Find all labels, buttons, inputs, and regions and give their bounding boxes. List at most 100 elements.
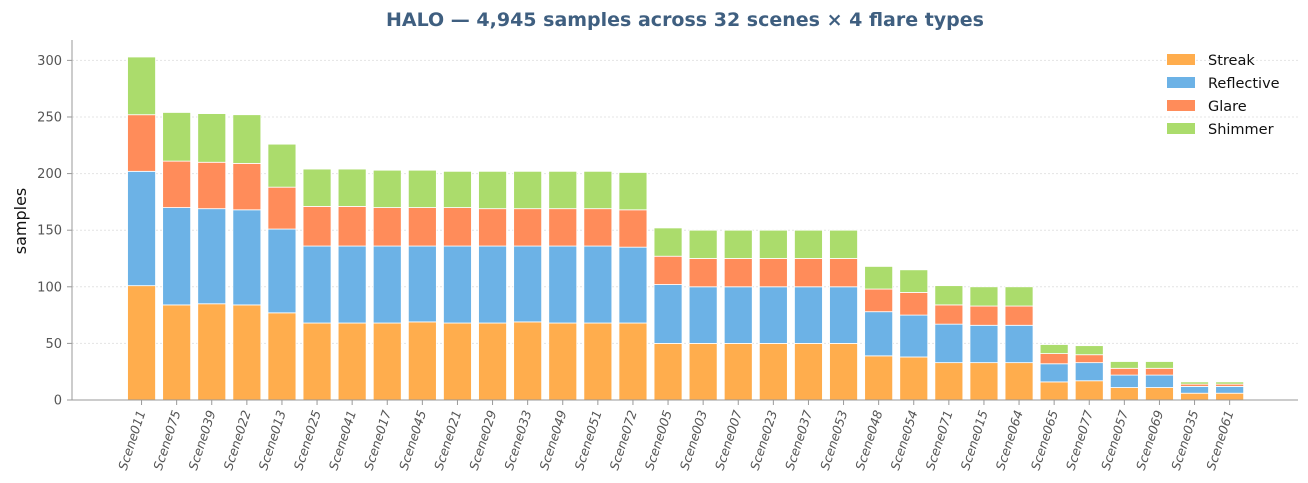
- bar-shimmer-scene007: [723, 229, 753, 259]
- x-tick-label: Scene041: [326, 408, 359, 472]
- bar-shimmer-scene003: [688, 229, 718, 259]
- bar-shimmer-scene065: [1039, 344, 1069, 354]
- bar-streak-scene069: [1145, 387, 1174, 401]
- x-tick-label: Scene069: [1133, 408, 1166, 472]
- x-tick-label: Scene035: [1168, 408, 1201, 472]
- y-tick-label: 150: [37, 224, 62, 239]
- bar-glare-scene051: [583, 208, 613, 247]
- bar-streak-scene053: [829, 342, 858, 401]
- bar-streak-scene005: [653, 342, 683, 401]
- x-tick-label: Scene075: [150, 408, 183, 472]
- x-tick-label: Scene021: [431, 408, 464, 472]
- bar-reflective-scene049: [548, 245, 578, 324]
- bar-shimmer-scene069: [1145, 361, 1174, 369]
- bar-glare-scene077: [1074, 354, 1104, 364]
- x-tick-label: Scene072: [606, 408, 639, 472]
- bar-reflective-scene041: [337, 245, 367, 324]
- bar-glare-scene025: [302, 206, 332, 247]
- bar-shimmer-scene021: [443, 170, 472, 208]
- bar-glare-scene075: [162, 160, 192, 208]
- y-tick-label: 300: [37, 54, 62, 69]
- x-tick-label: Scene049: [536, 408, 569, 472]
- bar-reflective-scene069: [1145, 374, 1174, 388]
- bar-reflective-scene011: [127, 170, 156, 287]
- bar-streak-scene057: [1109, 387, 1139, 401]
- bar-reflective-scene022: [232, 209, 262, 306]
- bar-glare-scene054: [899, 292, 929, 316]
- x-tick-label: Scene033: [501, 408, 534, 472]
- bar-shimmer-scene029: [478, 170, 507, 210]
- bar-streak-scene064: [1004, 362, 1034, 401]
- legend-label-shimmer: Shimmer: [1208, 122, 1274, 138]
- x-tick-label: Scene011: [115, 408, 148, 472]
- legend-label-reflective: Reflective: [1208, 76, 1280, 92]
- bar-glare-scene011: [127, 114, 156, 172]
- bar-reflective-scene072: [618, 246, 648, 324]
- legend: Streak Reflective Glare Shimmer: [1167, 53, 1280, 138]
- x-tick-label: Scene023: [747, 408, 780, 472]
- bar-glare-scene072: [618, 209, 648, 248]
- bar-streak-scene061: [1215, 392, 1245, 401]
- bar-streak-scene071: [934, 362, 964, 401]
- bar-streak-scene015: [969, 362, 999, 401]
- bar-shimmer-scene072: [618, 172, 648, 211]
- bar-shimmer-scene051: [583, 170, 613, 210]
- bar-shimmer-scene033: [513, 170, 543, 210]
- bar-shimmer-scene023: [758, 229, 788, 259]
- bar-reflective-scene048: [864, 311, 894, 357]
- y-tick-label: 100: [37, 280, 62, 295]
- bar-reflective-scene025: [302, 245, 332, 324]
- bar-reflective-scene077: [1074, 362, 1104, 382]
- x-tick-label: Scene003: [677, 408, 710, 472]
- bar-shimmer-scene061: [1215, 381, 1245, 385]
- bar-glare-scene053: [829, 258, 858, 288]
- bar-streak-scene035: [1180, 392, 1209, 401]
- bar-shimmer-scene064: [1004, 286, 1034, 307]
- y-ticks: 0 50 100 150 200 250 300: [37, 54, 72, 409]
- bar-glare-scene015: [969, 305, 999, 326]
- bar-glare-scene003: [688, 258, 718, 288]
- bar-shimmer-scene054: [899, 269, 929, 293]
- chart-title: HALO — 4,945 samples across 32 scenes × …: [386, 9, 984, 31]
- bar-streak-scene025: [302, 322, 332, 401]
- x-tick-label: Scene054: [887, 408, 920, 472]
- bar-glare-scene023: [758, 258, 788, 288]
- bar-shimmer-scene017: [372, 169, 402, 208]
- x-tick-label: Scene005: [641, 408, 674, 472]
- bar-reflective-scene054: [899, 314, 929, 358]
- bar-shimmer-scene011: [127, 56, 156, 116]
- bar-shimmer-scene039: [197, 113, 227, 163]
- bar-glare-scene033: [513, 208, 543, 247]
- x-tick-label: Scene039: [185, 408, 218, 472]
- bar-reflective-scene003: [688, 286, 718, 344]
- legend-label-streak: Streak: [1208, 53, 1255, 69]
- x-tick-label: Scene071: [922, 408, 955, 472]
- bar-streak-scene072: [618, 322, 648, 401]
- bar-streak-scene021: [443, 322, 472, 401]
- x-tick-label: Scene061: [1203, 408, 1236, 472]
- bar-streak-scene045: [407, 321, 437, 401]
- bar-reflective-scene029: [478, 245, 507, 324]
- legend-swatch-glare: [1167, 100, 1195, 111]
- bar-glare-scene049: [548, 208, 578, 247]
- bar-streak-scene065: [1039, 381, 1069, 401]
- legend-label-glare: Glare: [1208, 99, 1247, 115]
- x-tick-label: Scene065: [1028, 408, 1061, 472]
- bar-reflective-scene037: [794, 286, 823, 344]
- bar-streak-scene077: [1074, 380, 1104, 401]
- bar-streak-scene013: [267, 312, 297, 401]
- bar-glare-scene037: [794, 258, 823, 288]
- bar-shimmer-scene075: [162, 112, 192, 162]
- legend-swatch-shimmer: [1167, 123, 1195, 134]
- bar-streak-scene003: [688, 342, 718, 401]
- bar-shimmer-scene025: [302, 168, 332, 207]
- bar-shimmer-scene035: [1180, 381, 1209, 385]
- x-tick-label: Scene017: [361, 408, 394, 472]
- bar-glare-scene064: [1004, 305, 1034, 326]
- bar-reflective-scene033: [513, 245, 543, 323]
- bar-glare-scene069: [1145, 367, 1174, 376]
- bar-streak-scene075: [162, 304, 192, 401]
- bar-streak-scene041: [337, 322, 367, 401]
- x-tick-label: Scene051: [571, 408, 604, 472]
- x-tick-label: Scene015: [957, 408, 990, 472]
